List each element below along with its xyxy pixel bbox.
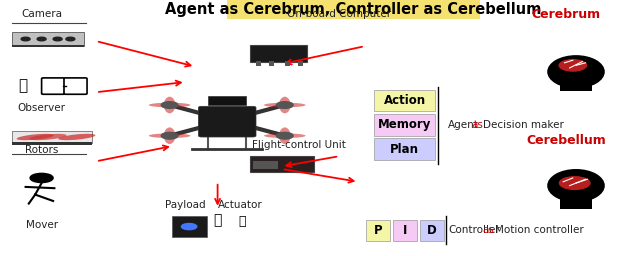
Text: Camera: Camera	[21, 9, 62, 19]
Ellipse shape	[279, 127, 291, 144]
Ellipse shape	[264, 133, 306, 138]
FancyBboxPatch shape	[172, 216, 207, 237]
Text: Actuator: Actuator	[218, 200, 262, 210]
Ellipse shape	[58, 134, 95, 140]
FancyBboxPatch shape	[12, 131, 92, 143]
Ellipse shape	[264, 103, 306, 107]
FancyBboxPatch shape	[250, 45, 307, 61]
Text: 🏋: 🏋	[238, 215, 246, 228]
Text: Cerebrum: Cerebrum	[532, 8, 601, 21]
FancyBboxPatch shape	[227, 0, 480, 19]
Text: D: D	[427, 224, 437, 237]
Text: Flight-control Unit: Flight-control Unit	[252, 140, 346, 150]
Text: 👂: 👂	[18, 78, 27, 93]
FancyBboxPatch shape	[253, 161, 278, 169]
Ellipse shape	[279, 97, 291, 113]
FancyBboxPatch shape	[269, 61, 274, 66]
Ellipse shape	[17, 134, 54, 140]
Text: as: as	[483, 226, 495, 236]
FancyBboxPatch shape	[198, 106, 256, 137]
FancyBboxPatch shape	[298, 61, 303, 66]
FancyBboxPatch shape	[374, 114, 435, 136]
Text: Motion controller: Motion controller	[495, 226, 584, 236]
Ellipse shape	[558, 59, 588, 72]
Text: Rotors: Rotors	[25, 145, 58, 155]
Ellipse shape	[164, 127, 175, 144]
Text: 💪: 💪	[213, 213, 222, 227]
Ellipse shape	[29, 134, 67, 140]
FancyBboxPatch shape	[285, 61, 290, 66]
Text: On-board Computer: On-board Computer	[287, 9, 391, 19]
FancyBboxPatch shape	[393, 220, 417, 241]
Text: as: as	[472, 121, 484, 131]
Circle shape	[53, 37, 62, 41]
FancyBboxPatch shape	[208, 96, 246, 105]
Text: Plan: Plan	[390, 143, 419, 156]
Text: Decision maker: Decision maker	[483, 121, 564, 131]
Text: Action: Action	[384, 94, 426, 107]
Ellipse shape	[559, 176, 591, 190]
Ellipse shape	[149, 103, 191, 107]
Text: Mover: Mover	[26, 220, 58, 230]
Ellipse shape	[547, 55, 605, 88]
FancyBboxPatch shape	[250, 156, 314, 172]
FancyBboxPatch shape	[12, 142, 92, 145]
Text: I: I	[403, 224, 407, 237]
FancyBboxPatch shape	[560, 83, 592, 91]
Text: Cerebellum: Cerebellum	[527, 134, 606, 147]
Circle shape	[161, 102, 178, 108]
Circle shape	[276, 132, 293, 139]
FancyBboxPatch shape	[560, 198, 592, 209]
Text: Agent: Agent	[448, 121, 479, 131]
Text: Observer: Observer	[18, 103, 65, 113]
Text: P: P	[374, 224, 383, 237]
Ellipse shape	[164, 97, 175, 113]
Ellipse shape	[547, 169, 605, 202]
Circle shape	[37, 37, 46, 41]
Ellipse shape	[149, 133, 191, 138]
FancyBboxPatch shape	[374, 138, 435, 160]
FancyBboxPatch shape	[12, 32, 84, 46]
Circle shape	[30, 173, 53, 183]
Text: Memory: Memory	[378, 118, 431, 131]
FancyBboxPatch shape	[256, 61, 261, 66]
FancyBboxPatch shape	[374, 90, 435, 111]
Text: Controller: Controller	[448, 226, 500, 236]
Circle shape	[66, 37, 75, 41]
Text: Payload: Payload	[165, 200, 206, 210]
FancyBboxPatch shape	[366, 220, 390, 241]
Circle shape	[276, 102, 293, 108]
FancyBboxPatch shape	[64, 78, 87, 94]
Circle shape	[161, 132, 178, 139]
FancyBboxPatch shape	[420, 220, 444, 241]
FancyBboxPatch shape	[12, 45, 84, 47]
FancyBboxPatch shape	[42, 78, 65, 94]
Circle shape	[182, 223, 197, 230]
Text: Agent as Cerebrum, Controller as Cerebellum: Agent as Cerebrum, Controller as Cerebel…	[165, 2, 542, 17]
Circle shape	[21, 37, 30, 41]
